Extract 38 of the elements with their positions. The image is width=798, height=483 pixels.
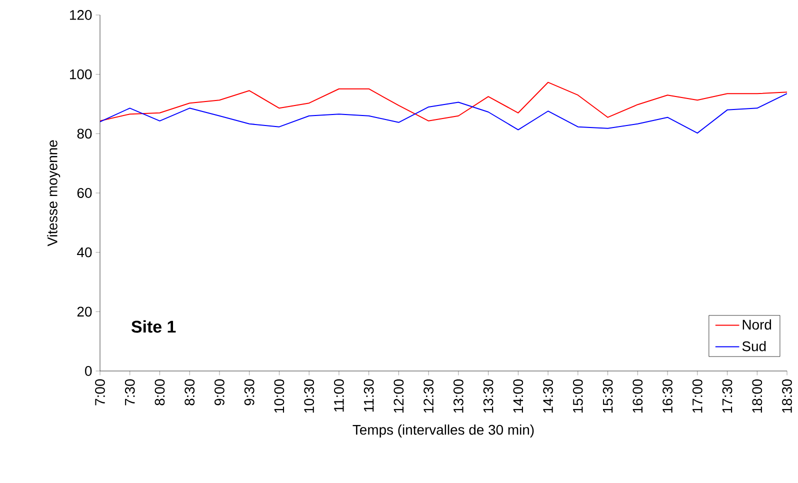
legend-label: Nord bbox=[742, 319, 772, 330]
x-tick-label: 14:30 bbox=[543, 379, 553, 413]
x-tick-label: 13:30 bbox=[483, 379, 494, 413]
y-tick-label: 0 bbox=[85, 366, 92, 376]
x-tick-label: 15:00 bbox=[572, 379, 583, 413]
x-tick-label: 10:00 bbox=[274, 379, 284, 413]
x-tick-label: 17:00 bbox=[692, 379, 702, 413]
x-tick-label: 18:00 bbox=[752, 379, 762, 413]
x-tick-label: 12:30 bbox=[424, 379, 434, 413]
x-tick-label: 16:30 bbox=[662, 379, 672, 413]
x-tick-label: 17:30 bbox=[722, 379, 732, 413]
legend-label: Sud bbox=[742, 340, 766, 352]
annotation: Site 1 bbox=[131, 320, 176, 333]
line-series bbox=[100, 82, 788, 122]
x-tick-label: 7:00 bbox=[95, 379, 105, 406]
x-tick-label: 8:30 bbox=[184, 379, 195, 406]
x-tick-label: 11:30 bbox=[364, 379, 374, 412]
x-tick-label: 9:30 bbox=[244, 379, 254, 406]
x-tick-label: 7:30 bbox=[124, 379, 135, 406]
x-tick-label: 8:00 bbox=[154, 379, 165, 406]
y-tick-label: 20 bbox=[77, 306, 92, 317]
x-tick-label: 10:30 bbox=[304, 379, 314, 413]
x-tick-label: 14:00 bbox=[513, 379, 524, 413]
x-tick-label: 9:00 bbox=[214, 379, 224, 406]
y-tick-label: 120 bbox=[70, 10, 92, 20]
y-tick-label: 100 bbox=[70, 69, 92, 80]
x-axis-title: Temps (intervalles de 30 min) bbox=[352, 424, 534, 438]
y-tick-label: 60 bbox=[77, 188, 92, 198]
y-axis-title: Vitesse moyenne bbox=[47, 140, 60, 246]
x-tick-label: 18:30 bbox=[782, 379, 792, 413]
y-tick-label: 40 bbox=[77, 247, 92, 258]
x-tick-label: 13:00 bbox=[453, 379, 464, 413]
x-tick-label: 16:00 bbox=[632, 379, 643, 413]
x-tick-label: 11:00 bbox=[334, 379, 344, 412]
x-tick-label: 15:30 bbox=[602, 379, 613, 413]
line-series bbox=[100, 93, 788, 134]
x-tick-label: 12:00 bbox=[394, 379, 404, 413]
y-tick-label: 80 bbox=[77, 128, 92, 139]
